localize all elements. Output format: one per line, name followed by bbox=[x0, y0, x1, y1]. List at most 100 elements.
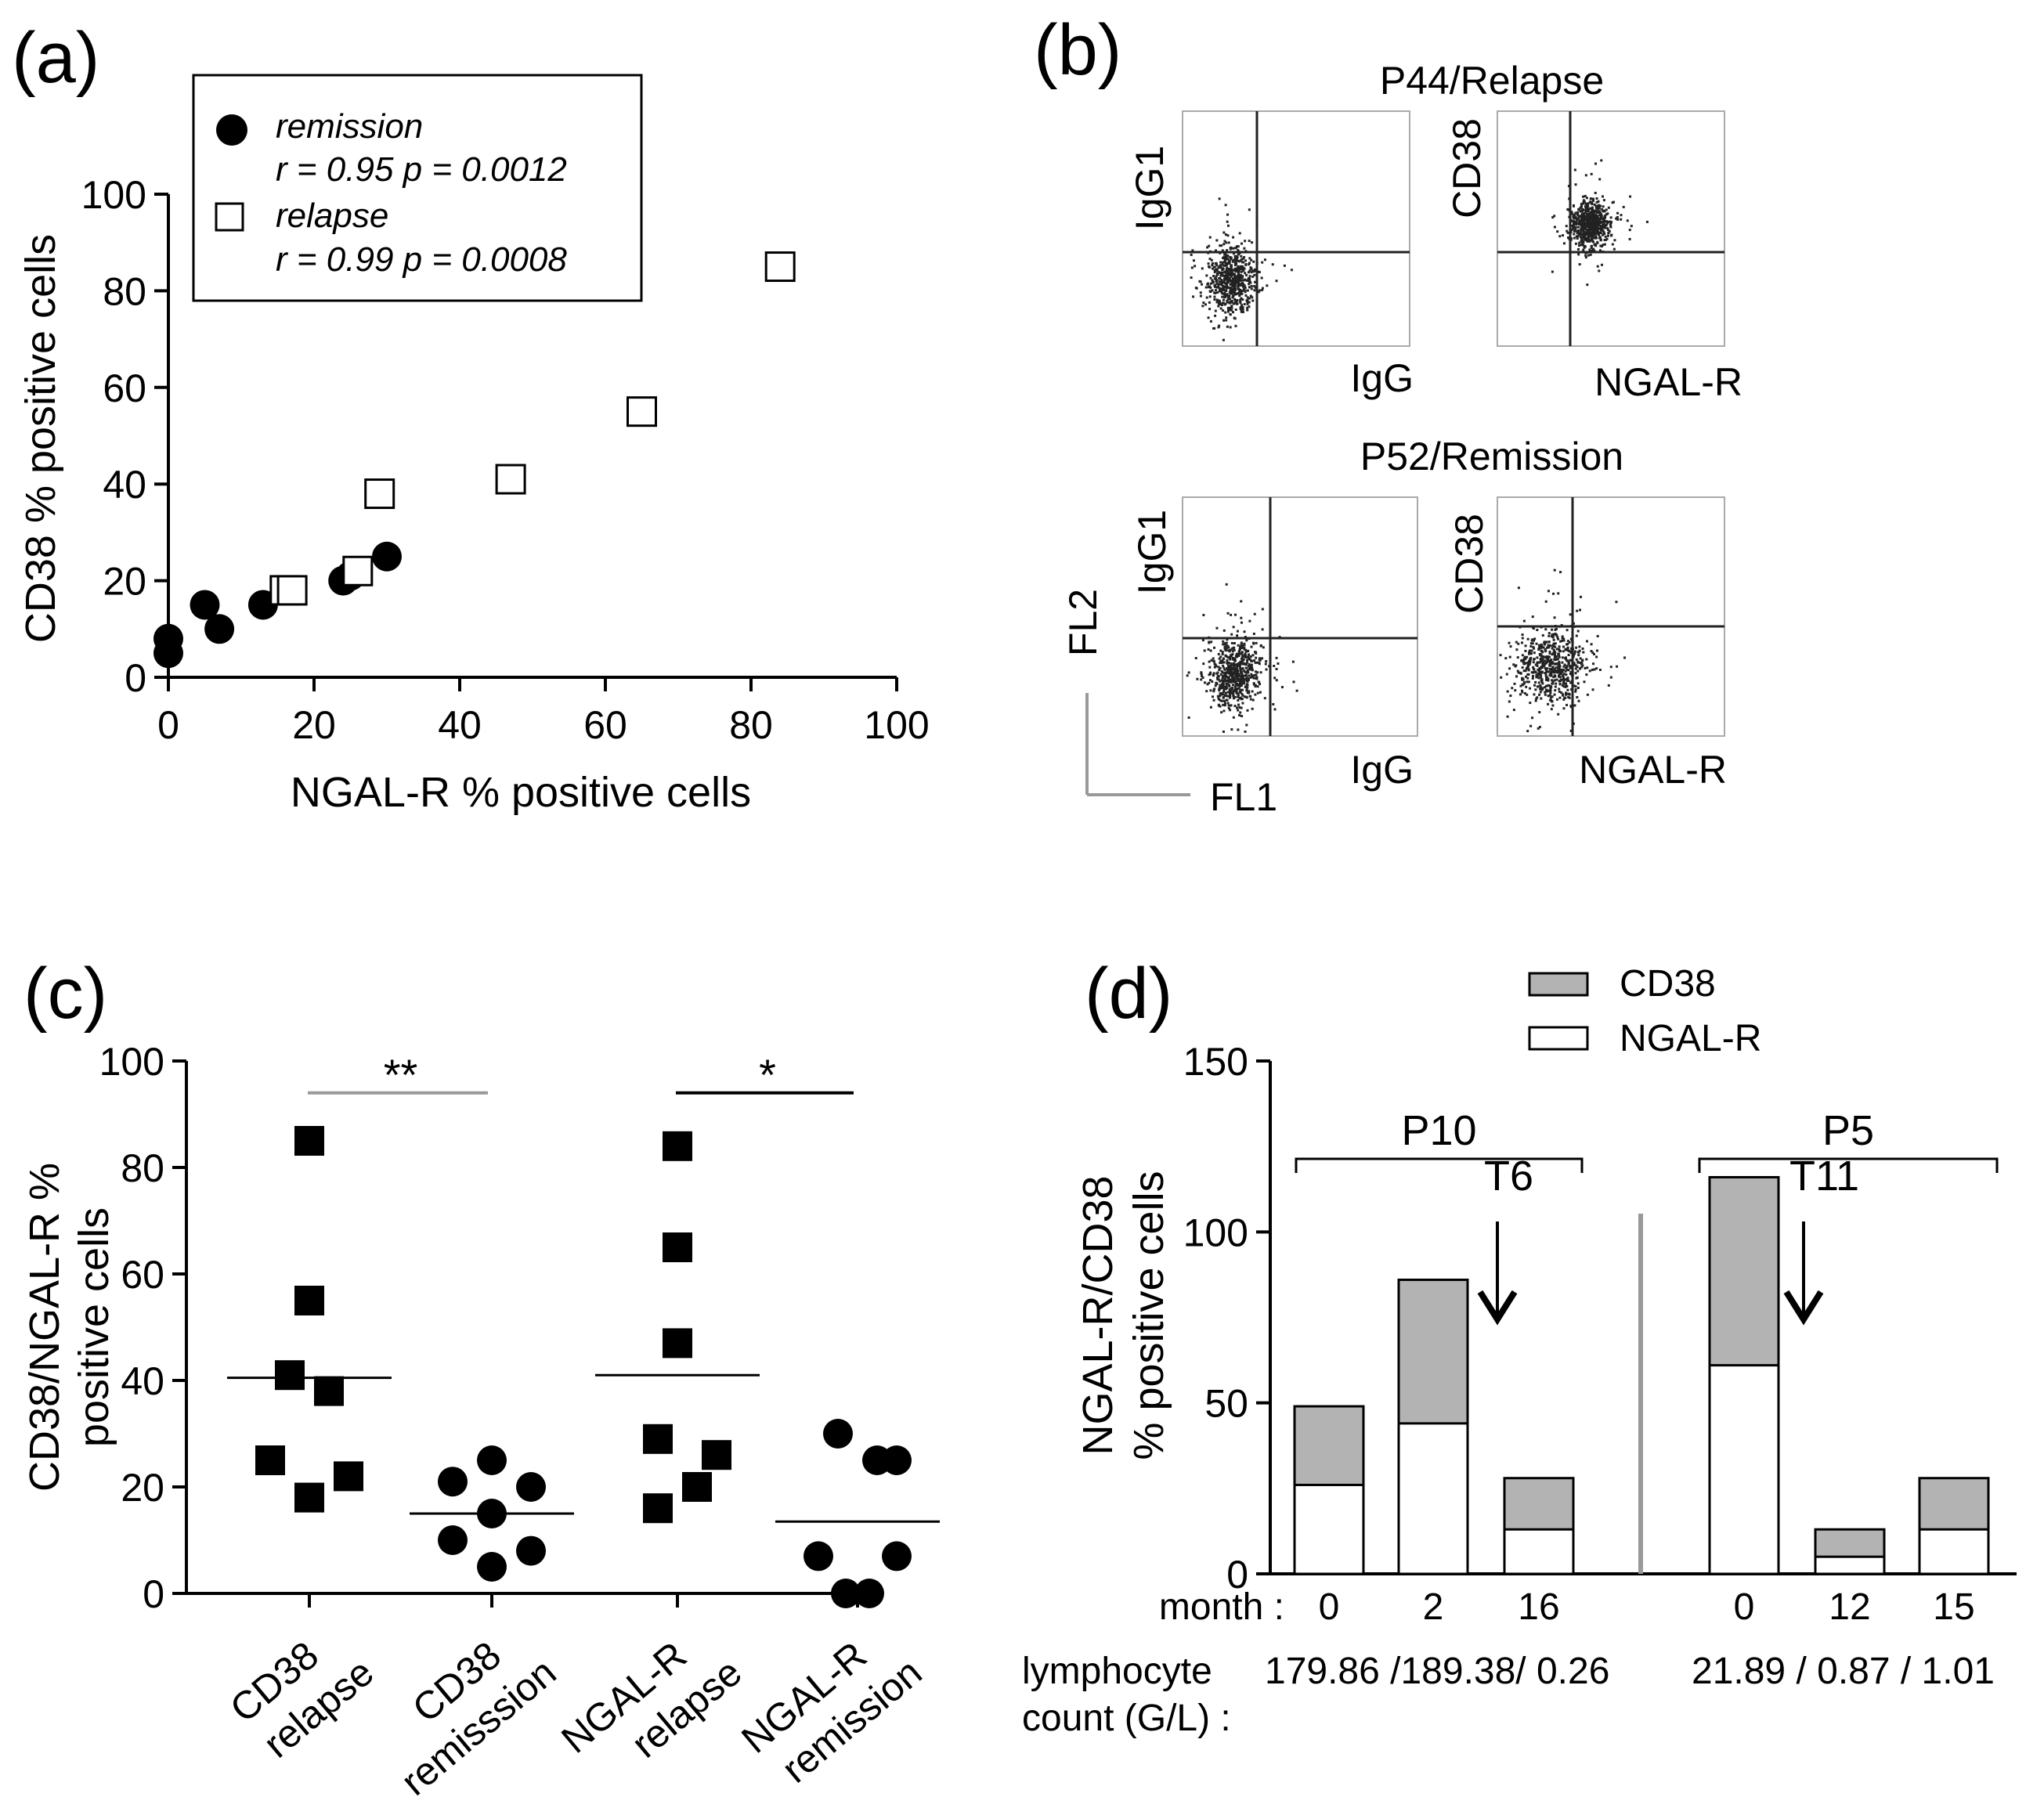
facs-event-dot bbox=[1240, 652, 1244, 655]
facs-event-dot bbox=[1223, 253, 1226, 256]
facs-event-dot bbox=[1249, 676, 1252, 679]
facs-event-dot bbox=[1528, 687, 1531, 690]
facs-event-dot bbox=[1538, 711, 1541, 714]
facs-event-dot bbox=[1234, 663, 1237, 666]
facs-event-dot bbox=[1562, 668, 1565, 671]
facs-event-dot bbox=[1240, 242, 1243, 245]
facs-event-dot bbox=[1238, 232, 1241, 235]
facs-event-dot bbox=[1590, 643, 1593, 646]
facs-event-dot bbox=[1585, 212, 1588, 215]
facs-event-dot bbox=[1249, 698, 1252, 701]
facs-event-dot bbox=[1266, 284, 1269, 287]
facs-event-dot bbox=[1582, 219, 1585, 222]
facs-event-dot bbox=[1252, 632, 1255, 635]
facs-event-dot bbox=[1591, 200, 1594, 204]
facs-event-dot bbox=[1520, 689, 1523, 692]
facs-event-dot bbox=[1513, 682, 1516, 685]
facs-event-dot bbox=[1215, 280, 1218, 283]
d-bar-ngalr bbox=[1397, 1422, 1469, 1575]
facs-event-dot bbox=[1584, 211, 1587, 215]
facs-event-dot bbox=[1233, 677, 1236, 680]
facs-event-dot bbox=[1553, 668, 1556, 671]
facs-event-dot bbox=[1567, 662, 1570, 665]
facs-event-dot bbox=[1239, 682, 1242, 685]
facs-event-dot bbox=[1237, 272, 1240, 275]
facs-event-dot bbox=[1590, 237, 1593, 240]
facs-event-dot bbox=[1587, 207, 1591, 211]
facs-event-dot bbox=[1223, 261, 1226, 264]
facs-event-dot bbox=[1591, 233, 1594, 236]
facs-event-dot bbox=[1556, 230, 1559, 233]
facs-event-dot bbox=[1544, 600, 1547, 603]
facs-event-dot bbox=[1604, 226, 1607, 229]
a-x-tick-label: 20 bbox=[292, 703, 336, 747]
facs-event-dot bbox=[1523, 680, 1526, 684]
facs-event-dot bbox=[1586, 666, 1589, 669]
facs-event-dot bbox=[1582, 227, 1585, 230]
facs-event-dot bbox=[1569, 681, 1573, 684]
facs-event-dot bbox=[1226, 298, 1230, 301]
facs-event-dot bbox=[1592, 652, 1595, 655]
facs-event-dot bbox=[1551, 647, 1554, 650]
facs-event-dot bbox=[1547, 695, 1550, 698]
facs-event-dot bbox=[1253, 612, 1256, 615]
facs-event-dot bbox=[1600, 217, 1603, 220]
c-point-square bbox=[663, 1232, 692, 1262]
facs-event-dot bbox=[1552, 642, 1555, 645]
facs-event-dot bbox=[1244, 290, 1247, 294]
facs-event-dot bbox=[1226, 213, 1230, 216]
facs-event-dot bbox=[1261, 287, 1264, 290]
facs-event-dot bbox=[1229, 674, 1232, 677]
facs-event-dot bbox=[1600, 245, 1603, 248]
d-treatment-arrow-head bbox=[1783, 1290, 1824, 1326]
facs-event-dot bbox=[1566, 649, 1569, 652]
facs-event-dot bbox=[1208, 641, 1211, 644]
facs-event-dot bbox=[1219, 684, 1222, 687]
facs-event-dot bbox=[1219, 266, 1222, 269]
facs-event-dot bbox=[1194, 657, 1197, 660]
facs-event-dot bbox=[1558, 648, 1561, 651]
facs-event-dot bbox=[1248, 305, 1251, 309]
facs-event-dot bbox=[1259, 671, 1262, 674]
facs-event-dot bbox=[1596, 232, 1599, 235]
legend-remission-marker bbox=[216, 114, 247, 146]
facs-event-dot bbox=[1258, 680, 1261, 684]
facs-event-dot bbox=[1222, 264, 1225, 267]
facs-event-dot bbox=[1584, 216, 1587, 219]
a-x-tick-label: 100 bbox=[864, 703, 929, 747]
facs-event-dot bbox=[1547, 590, 1550, 593]
facs-event-dot bbox=[1237, 279, 1240, 282]
facs-event-dot bbox=[1226, 655, 1229, 659]
facs-event-dot bbox=[1221, 699, 1224, 702]
facs-event-dot bbox=[1554, 642, 1557, 645]
facs-event-dot bbox=[1240, 680, 1244, 683]
facs-event-dot bbox=[1553, 226, 1556, 229]
facs-event-dot bbox=[1230, 306, 1233, 309]
facs-event-dot bbox=[1554, 659, 1557, 662]
facs-event-dot bbox=[1224, 691, 1227, 695]
facs-event-dot bbox=[1533, 647, 1536, 650]
facs-event-dot bbox=[1241, 655, 1244, 658]
facs-event-dot bbox=[1244, 677, 1248, 680]
facs-event-dot bbox=[1233, 284, 1237, 287]
facs-event-dot bbox=[1547, 684, 1550, 687]
facs-event-dot bbox=[1229, 673, 1232, 676]
facs-event-dot bbox=[1595, 667, 1598, 670]
facs-event-dot bbox=[1592, 221, 1595, 224]
facs-event-dot bbox=[1243, 247, 1246, 250]
facs-event-dot bbox=[1192, 295, 1195, 298]
facs-event-dot bbox=[1241, 285, 1244, 288]
facs-event-dot bbox=[1561, 670, 1564, 673]
facs-event-dot bbox=[1255, 676, 1259, 679]
facs-event-dot bbox=[1559, 669, 1562, 673]
facs-event-dot bbox=[1620, 218, 1623, 221]
facs-event-dot bbox=[1240, 310, 1243, 313]
panel-a-label: (a) bbox=[12, 18, 99, 98]
facs-event-dot bbox=[1583, 237, 1586, 240]
facs-event-dot bbox=[1254, 693, 1257, 696]
facs-event-dot bbox=[1215, 282, 1219, 285]
facs-event-dot bbox=[1574, 672, 1577, 675]
facs-event-dot bbox=[1248, 653, 1251, 656]
